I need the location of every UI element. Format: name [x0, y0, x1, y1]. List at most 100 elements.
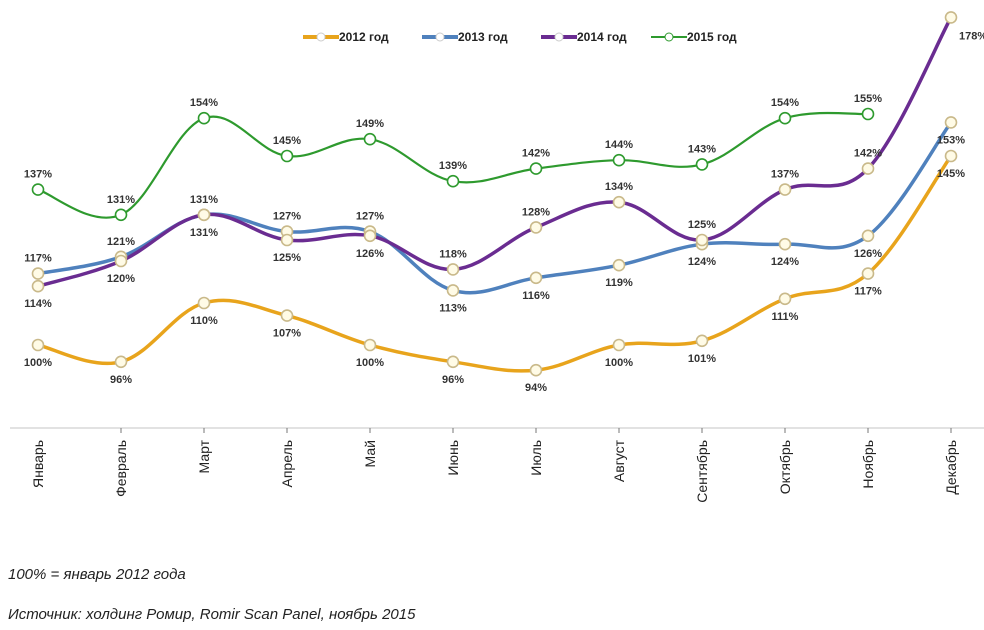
- data-label: 126%: [854, 248, 882, 260]
- data-point: [612, 338, 626, 352]
- data-point: [612, 195, 626, 209]
- data-point: [944, 149, 958, 163]
- x-axis-labels: Январь Февраль Март Апрель Май Июнь Июль Август…: [30, 439, 959, 502]
- data-label: 126%: [356, 248, 384, 260]
- data-point: [778, 111, 792, 125]
- data-point: [114, 208, 128, 222]
- data-label: 100%: [356, 357, 384, 369]
- data-point: [695, 233, 709, 247]
- data-label: 113%: [439, 302, 467, 314]
- x-tick-label: Апрель: [279, 440, 295, 488]
- legend-label: 2013 год: [458, 30, 508, 44]
- data-label: 134%: [605, 181, 633, 193]
- data-label: 117%: [24, 253, 52, 265]
- data-point: [778, 292, 792, 306]
- data-point: [363, 229, 377, 243]
- data-point: [31, 267, 45, 280]
- data-label: 131%: [190, 227, 218, 239]
- data-point: [944, 116, 958, 129]
- source-note: Источник: холдинг Ромир, Romir Scan Pane…: [8, 606, 416, 623]
- data-point: [778, 237, 792, 251]
- data-label: 149%: [356, 118, 384, 130]
- data-point: [31, 183, 45, 196]
- data-label: 131%: [190, 194, 218, 206]
- data-label: 94%: [525, 382, 547, 394]
- data-label: 124%: [771, 256, 799, 268]
- data-point: [778, 183, 792, 196]
- x-tick-label: Январь: [30, 440, 46, 488]
- legend-marker: [316, 32, 326, 42]
- data-label: 117%: [854, 286, 882, 298]
- data-label: 125%: [688, 219, 716, 231]
- data-label: 111%: [772, 311, 799, 323]
- data-label: 178%: [959, 30, 984, 42]
- data-label: 96%: [442, 374, 464, 386]
- data-point: [529, 221, 543, 234]
- data-point: [529, 162, 543, 175]
- data-label: 144%: [605, 139, 633, 151]
- data-label: 154%: [771, 97, 799, 109]
- series-line-2012-год: [36, 154, 953, 373]
- data-point: [861, 267, 875, 280]
- data-points: [31, 11, 958, 377]
- x-tick-label: Декабрь: [943, 440, 959, 495]
- data-labels: 100% 96% 110% 107% 100% 96% 94% 100% 101% 111% 117…: [24, 30, 984, 394]
- data-label: 137%: [24, 169, 52, 181]
- data-point: [446, 174, 460, 188]
- data-label: 153%: [937, 134, 965, 146]
- data-point: [197, 111, 211, 125]
- data-point: [446, 355, 460, 369]
- data-point: [861, 229, 875, 243]
- data-point: [446, 284, 460, 297]
- data-label: 100%: [24, 357, 52, 369]
- data-point: [695, 158, 709, 171]
- data-label: 127%: [356, 211, 384, 223]
- data-point: [31, 279, 45, 293]
- x-tick-label: Март: [196, 439, 212, 473]
- data-point: [280, 309, 294, 322]
- data-point: [280, 233, 294, 247]
- data-label: 119%: [605, 277, 633, 289]
- legend-item: 2015 год: [651, 30, 737, 44]
- data-label: 155%: [854, 93, 882, 105]
- data-label: 120%: [107, 273, 135, 285]
- data-label: 124%: [688, 256, 716, 268]
- data-point: [197, 296, 211, 310]
- data-label: 118%: [439, 248, 467, 260]
- legend: 2012 год 2013 год 2014 год 2015 год: [303, 30, 737, 44]
- x-tick-label: Август: [611, 439, 627, 482]
- series-lines: [36, 15, 953, 373]
- data-label: 128%: [522, 206, 550, 218]
- legend-item: 2014 год: [541, 30, 627, 44]
- x-axis-ticks: [120, 428, 952, 433]
- data-label: 137%: [771, 169, 799, 181]
- data-point: [446, 263, 460, 276]
- data-label: 142%: [854, 148, 882, 160]
- series-line-2015-год: [36, 111, 870, 219]
- legend-marker: [554, 32, 564, 42]
- data-label: 131%: [107, 194, 135, 206]
- data-point: [363, 132, 377, 146]
- data-point: [612, 258, 626, 272]
- data-point: [114, 254, 128, 268]
- data-label: 154%: [190, 97, 218, 109]
- data-label: 127%: [273, 211, 301, 223]
- data-label: 143%: [688, 143, 716, 155]
- x-tick-label: Июнь: [445, 440, 461, 476]
- data-point: [861, 107, 875, 121]
- data-point: [529, 363, 543, 377]
- legend-label: 2012 год: [339, 30, 389, 44]
- data-point: [197, 208, 211, 222]
- legend-item: 2012 год: [303, 30, 389, 44]
- x-tick-label: Июль: [528, 440, 544, 476]
- line-chart: 2012 год 2013 год 2014 год 2015 год 100% 96%…: [10, 11, 984, 503]
- legend-marker: [435, 32, 445, 42]
- data-label: 145%: [273, 135, 301, 147]
- data-label: 101%: [688, 353, 716, 365]
- legend-item: 2013 год: [422, 30, 508, 44]
- baseline-note: 100% = январь 2012 года: [8, 566, 186, 583]
- data-label: 145%: [937, 168, 965, 180]
- data-label: 110%: [190, 315, 218, 327]
- data-label: 125%: [273, 252, 301, 264]
- x-tick-label: Сентябрь: [694, 440, 710, 503]
